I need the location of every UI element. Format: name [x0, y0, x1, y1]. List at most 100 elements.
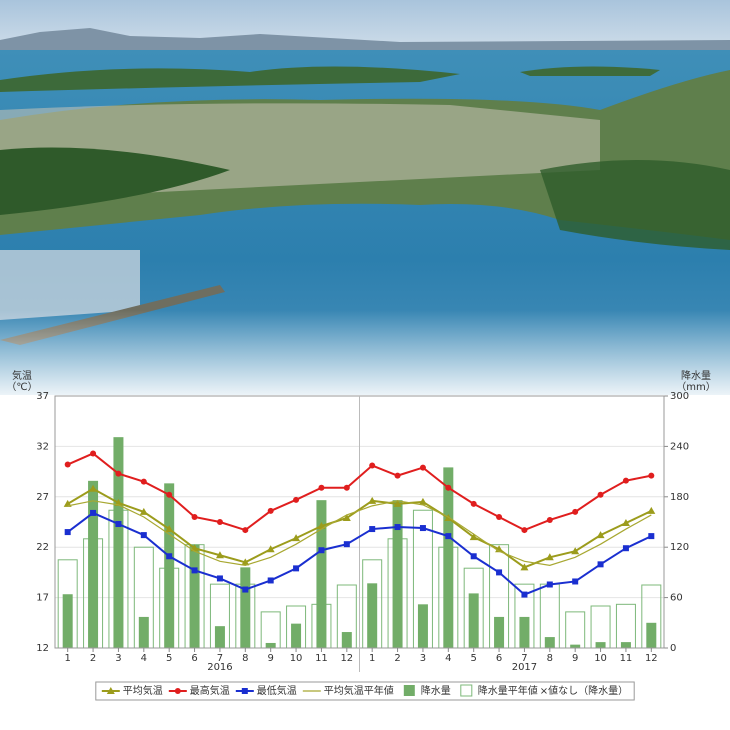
legend-label: 平均気温平年値 — [324, 684, 394, 697]
y-tick-label: 37 — [36, 391, 49, 402]
legend-label: 平均気温 — [123, 684, 163, 697]
line — [67, 511, 652, 596]
bar — [519, 616, 530, 648]
point — [267, 577, 274, 584]
point — [369, 526, 376, 533]
y-axis-label: （℃） — [6, 381, 37, 393]
x-tick-label: 12 — [645, 653, 658, 664]
x-tick-label: 6 — [496, 653, 502, 664]
point — [191, 567, 198, 574]
point — [445, 533, 452, 540]
point — [545, 553, 554, 561]
point — [496, 569, 503, 576]
x-tick-label: 4 — [141, 653, 147, 664]
y-tick-label: 12 — [36, 643, 49, 654]
bar — [265, 642, 276, 648]
bar — [62, 594, 73, 648]
bar — [646, 622, 657, 648]
x-tick-label: 2 — [394, 653, 400, 664]
point — [520, 563, 529, 571]
point — [90, 450, 97, 457]
point — [621, 519, 630, 527]
year-label: 2016 — [207, 662, 232, 673]
point — [418, 497, 427, 505]
x-tick-label: 11 — [315, 653, 328, 664]
point — [241, 688, 248, 694]
point — [470, 500, 477, 507]
x-tick-label: 8 — [242, 653, 248, 664]
point — [419, 525, 426, 532]
y-tick-label: 17 — [36, 593, 49, 604]
bar — [443, 467, 454, 648]
legend-label: 最低気温 — [257, 684, 297, 697]
point — [140, 478, 147, 485]
x-tick-label: 7 — [521, 653, 527, 664]
bar — [113, 437, 124, 648]
bar — [468, 593, 479, 648]
point — [90, 509, 97, 516]
legend-label: 降水量平年値 — [478, 684, 538, 697]
point — [419, 464, 426, 471]
bar — [595, 642, 606, 648]
point — [572, 578, 579, 585]
x-tick-label: 12 — [340, 653, 353, 664]
point — [546, 516, 553, 523]
point — [597, 561, 604, 568]
point — [215, 551, 224, 559]
point — [318, 484, 325, 491]
x-tick-label: 1 — [65, 653, 71, 664]
point — [242, 586, 249, 593]
point — [106, 687, 115, 694]
point — [343, 484, 350, 491]
legend-label: 降水量 — [421, 684, 451, 697]
x-tick-label: 3 — [420, 653, 426, 664]
point — [394, 524, 401, 531]
point — [174, 688, 181, 694]
y2-tick-label: 180 — [670, 492, 689, 503]
legend: 平均気温 最高気温 最低気温 平均気温平年値 降水量 降水量平年値 ×値なし（降水量） — [95, 681, 635, 701]
point — [546, 581, 553, 588]
x-tick-label: 4 — [445, 653, 451, 664]
point — [267, 507, 274, 514]
point — [445, 484, 452, 491]
y2-axis-label: （mm） — [676, 381, 715, 393]
point — [292, 534, 301, 542]
bar — [392, 500, 403, 648]
bar — [316, 500, 327, 648]
x-tick-label: 3 — [115, 653, 121, 664]
point — [622, 477, 629, 484]
x-tick-label: 10 — [290, 653, 303, 664]
point — [369, 462, 376, 469]
x-tick-label: 5 — [471, 653, 477, 664]
bar — [240, 567, 251, 648]
x-tick-label: 2 — [90, 653, 96, 664]
point — [648, 533, 655, 540]
point — [166, 491, 173, 498]
legend-note: ×値なし（降水量） — [540, 684, 628, 697]
x-tick-label: 9 — [572, 653, 578, 664]
point — [293, 565, 300, 572]
y-tick-label: 32 — [36, 441, 49, 452]
y-axis-label: 気温 — [12, 369, 32, 382]
point — [648, 472, 655, 479]
point — [115, 521, 122, 528]
y-tick-label: 27 — [36, 492, 49, 503]
point — [343, 541, 350, 548]
bar — [341, 632, 352, 648]
point — [496, 513, 503, 520]
year-label: 2017 — [512, 662, 537, 673]
x-tick-label: 8 — [547, 653, 553, 664]
bar — [367, 583, 378, 648]
bar — [291, 623, 302, 648]
y2-tick-label: 120 — [670, 542, 689, 553]
bar — [620, 642, 631, 648]
point — [571, 547, 580, 555]
point — [242, 527, 249, 534]
point — [521, 527, 528, 534]
point — [368, 496, 377, 504]
line — [67, 487, 652, 569]
legend-swatch — [460, 684, 473, 697]
bar — [138, 616, 149, 648]
bar — [88, 480, 99, 648]
